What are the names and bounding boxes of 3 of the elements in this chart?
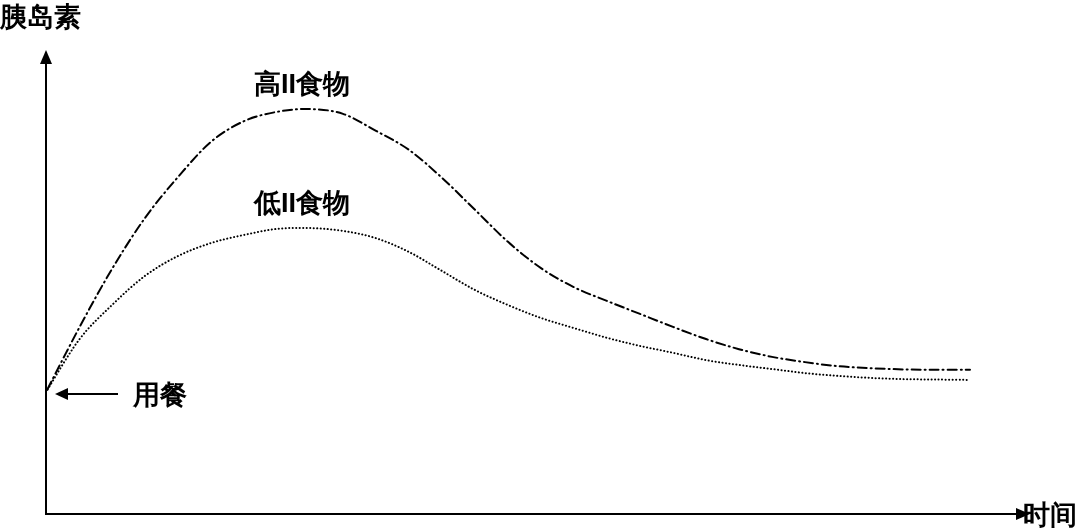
xlabel: 时间 <box>1023 500 1077 529</box>
annotation: 用餐 <box>133 380 187 411</box>
ylabel: 胰岛素 <box>0 2 81 32</box>
